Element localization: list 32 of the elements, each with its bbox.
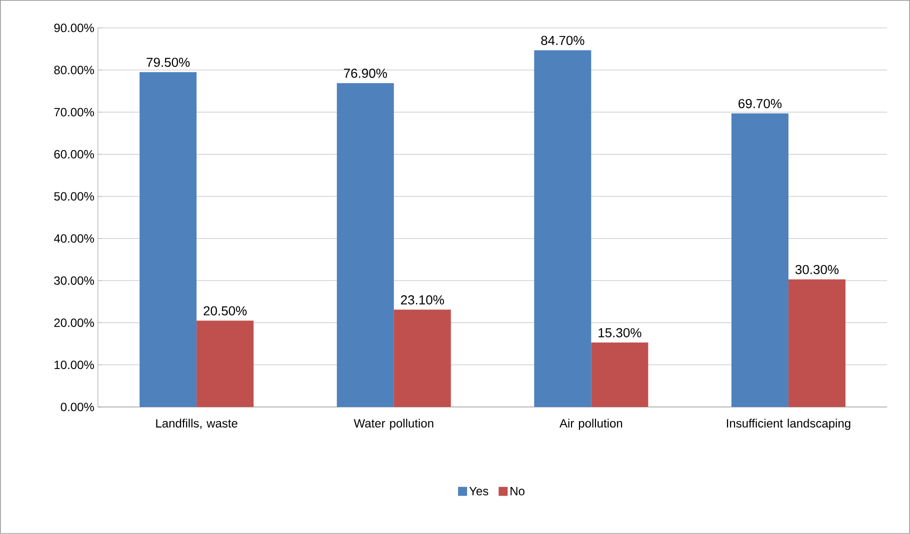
y-tick-label: 0.00% <box>60 402 94 412</box>
y-tick-label: 20.00% <box>54 318 94 328</box>
y-tick-label: 90.00% <box>54 24 94 32</box>
bar <box>196 320 254 408</box>
data-label: 15.30% <box>598 328 642 338</box>
y-tick-label: 60.00% <box>54 150 94 159</box>
bar <box>534 50 592 408</box>
x-tick-label: Insufficient landscaping <box>726 418 850 430</box>
legend-label: No <box>510 487 524 496</box>
y-tick-label: 80.00% <box>54 66 94 74</box>
bar <box>788 279 846 408</box>
data-label: 76.90% <box>344 68 387 78</box>
y-tick-label: 10.00% <box>54 360 94 370</box>
y-tick-label: 40.00% <box>54 234 94 243</box>
bar <box>731 113 788 408</box>
bar <box>394 310 451 408</box>
bar <box>591 342 648 408</box>
y-tick-label: 30.00% <box>54 276 94 285</box>
data-label: 79.50% <box>146 58 190 67</box>
bar <box>336 83 394 408</box>
x-tick-label: Water pollution <box>354 418 434 430</box>
legend-label: Yes <box>469 487 488 496</box>
data-label: 20.50% <box>204 306 247 316</box>
data-label: 69.70% <box>738 99 782 108</box>
data-label: 84.70% <box>541 36 584 46</box>
y-tick-label: 70.00% <box>54 108 94 116</box>
y-tick-label: 50.00% <box>54 192 94 201</box>
x-tick-label: Landfills, waste <box>156 418 238 430</box>
x-tick-label: Air pollution <box>560 418 622 430</box>
bar <box>140 72 197 408</box>
data-label: 30.30% <box>795 264 839 274</box>
data-label: 23.10% <box>400 295 444 305</box>
